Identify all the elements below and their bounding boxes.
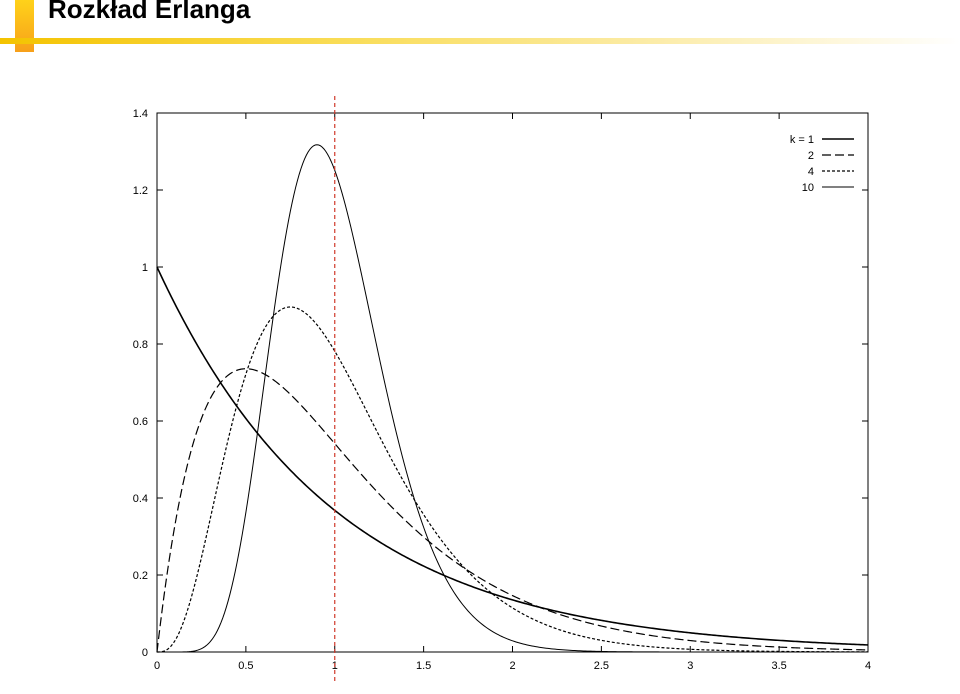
x-tick-label: 3 bbox=[687, 660, 693, 672]
x-tick-label: 2.5 bbox=[594, 660, 609, 672]
y-tick-label: 0.6 bbox=[133, 416, 148, 428]
y-tick-label: 0.4 bbox=[133, 493, 148, 505]
legend-label: 4 bbox=[808, 166, 814, 178]
y-tick-label: 0.2 bbox=[133, 570, 148, 582]
legend-label: k = 1 bbox=[790, 134, 814, 146]
y-tick-label: 1.2 bbox=[133, 185, 148, 197]
slide-header: Rozkład Erlanga bbox=[0, 0, 960, 60]
x-tick-label: 1.5 bbox=[416, 660, 431, 672]
legend-label: 10 bbox=[802, 182, 814, 194]
x-tick-label: 2 bbox=[509, 660, 515, 672]
series-layer bbox=[156, 144, 869, 653]
series-line-k4 bbox=[156, 306, 868, 653]
plot-frame bbox=[156, 112, 869, 653]
y-tick-label: 0.8 bbox=[133, 339, 148, 351]
x-tick-label: 3.5 bbox=[771, 660, 786, 672]
series-line-k1 bbox=[156, 266, 869, 646]
x-tick-label: 0.5 bbox=[238, 660, 253, 672]
x-tick-label: 4 bbox=[865, 660, 871, 672]
slide-title: Rozkład Erlanga bbox=[48, 0, 251, 24]
series-line-k2 bbox=[156, 368, 869, 653]
y-tick-label: 1 bbox=[142, 262, 148, 274]
legend: k = 1 2 4 10 bbox=[790, 134, 854, 194]
x-tick-label: 0 bbox=[154, 660, 160, 672]
legend-label: 2 bbox=[808, 150, 814, 162]
series-line-k10 bbox=[157, 144, 868, 653]
y-tick-label: 0 bbox=[142, 647, 148, 659]
title-underline bbox=[0, 38, 960, 44]
y-tick-label: 1.4 bbox=[133, 108, 148, 120]
